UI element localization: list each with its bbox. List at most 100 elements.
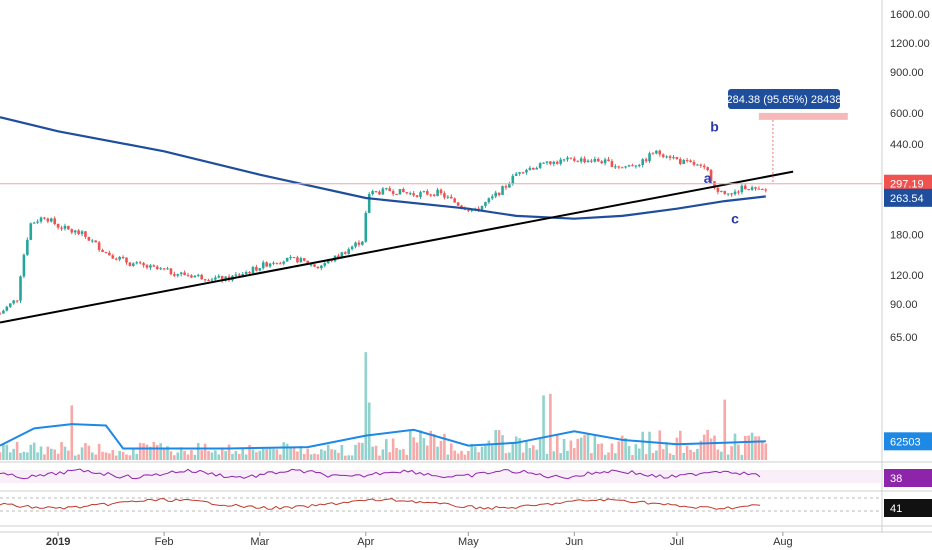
candle-body <box>569 157 573 159</box>
volume-bar <box>737 444 740 460</box>
volume-bar <box>111 450 115 460</box>
candle-body <box>104 251 108 253</box>
candle-body <box>422 191 426 193</box>
candle-body <box>388 188 392 192</box>
price-tick: 1600.00 <box>890 9 930 21</box>
candle-body <box>357 242 361 245</box>
volume-bar <box>644 454 648 460</box>
volume-bar <box>685 445 689 460</box>
volume-bar <box>668 453 672 460</box>
volume-bar <box>470 443 474 460</box>
oscillator-line <box>0 498 761 510</box>
candle-body <box>60 227 63 229</box>
candle-body <box>135 262 139 264</box>
volume-bar <box>193 454 197 460</box>
candle-body <box>73 230 77 233</box>
time-tick: Aug <box>773 536 793 548</box>
candle-body <box>282 261 286 264</box>
volume-bar <box>186 454 190 460</box>
volume-bar <box>422 438 426 460</box>
candle-body <box>761 189 764 191</box>
volume-bar <box>306 448 309 460</box>
candle-body <box>15 300 19 302</box>
volume-bar <box>357 442 361 460</box>
candle-body <box>665 156 668 158</box>
volume-bar <box>56 453 60 460</box>
candle-body <box>91 240 94 242</box>
volume-bar <box>330 449 333 460</box>
candle-body <box>121 257 125 259</box>
candle-body <box>607 159 610 162</box>
volume-bar <box>138 442 142 460</box>
volume-bar <box>446 454 450 460</box>
volume-bar <box>258 450 262 460</box>
volume-bar <box>374 445 378 460</box>
volume-bar <box>94 454 98 460</box>
candle-body <box>46 218 50 222</box>
candle-body <box>538 163 542 168</box>
candle-body <box>19 276 22 301</box>
volume-bar <box>467 451 470 460</box>
volume-bar <box>518 438 521 460</box>
candle-body <box>36 221 39 223</box>
trendline <box>0 170 794 324</box>
volume-bar <box>67 450 70 460</box>
candle-body <box>49 218 53 222</box>
candle-body <box>313 264 316 267</box>
candle-body <box>484 202 487 206</box>
volume-bar <box>337 452 340 460</box>
candle-body <box>142 263 145 266</box>
volume-bar <box>220 447 224 460</box>
volume-bar <box>104 452 108 460</box>
annotations-layer: 284.38 (95.65%) 28438 a b c <box>704 89 848 227</box>
volume-bar <box>706 429 709 460</box>
candle-body <box>456 202 460 206</box>
candle-body <box>340 252 344 258</box>
volume-bar <box>203 443 207 460</box>
volume-bar <box>224 451 227 460</box>
volume-bar <box>480 446 484 460</box>
candle-body <box>648 153 651 162</box>
candle-body <box>159 268 162 270</box>
volume-bar <box>183 450 186 460</box>
volume-bar <box>166 446 169 460</box>
candle-body <box>258 268 262 271</box>
candle-body <box>12 300 15 304</box>
volume-bar <box>60 442 63 460</box>
candle-body <box>720 190 723 192</box>
candle-body <box>651 153 655 155</box>
candle-body <box>306 260 309 265</box>
volume-bar <box>0 452 2 460</box>
volume-bar <box>733 433 737 460</box>
candle-body <box>658 150 662 155</box>
candle-body <box>713 181 716 188</box>
candle-body <box>637 164 641 166</box>
candle-body <box>316 266 320 269</box>
candle-body <box>203 279 207 281</box>
candle-body <box>77 230 80 234</box>
candle-body <box>415 195 419 197</box>
candle-body <box>552 161 556 164</box>
volume-bar <box>484 445 487 460</box>
volume-bar <box>398 449 402 460</box>
volume-bar <box>162 449 166 460</box>
volume-bar <box>289 447 292 460</box>
candle-body <box>196 274 200 276</box>
candle-body <box>743 185 747 190</box>
volume-bar <box>118 450 121 460</box>
price-tick: 1200.00 <box>890 38 930 50</box>
candle-body <box>620 167 624 169</box>
candle-body <box>655 150 658 154</box>
volume-bar <box>651 453 655 460</box>
candle-body <box>603 159 607 164</box>
volume-bar <box>155 445 159 460</box>
candle-body <box>183 272 186 276</box>
ma-value-label-box <box>884 188 932 207</box>
volume-bar <box>504 453 508 460</box>
candle-body <box>682 160 686 164</box>
volume-bar <box>8 452 12 460</box>
candle-body <box>343 252 347 254</box>
volume-bar <box>603 454 607 460</box>
candle-body <box>757 188 761 190</box>
